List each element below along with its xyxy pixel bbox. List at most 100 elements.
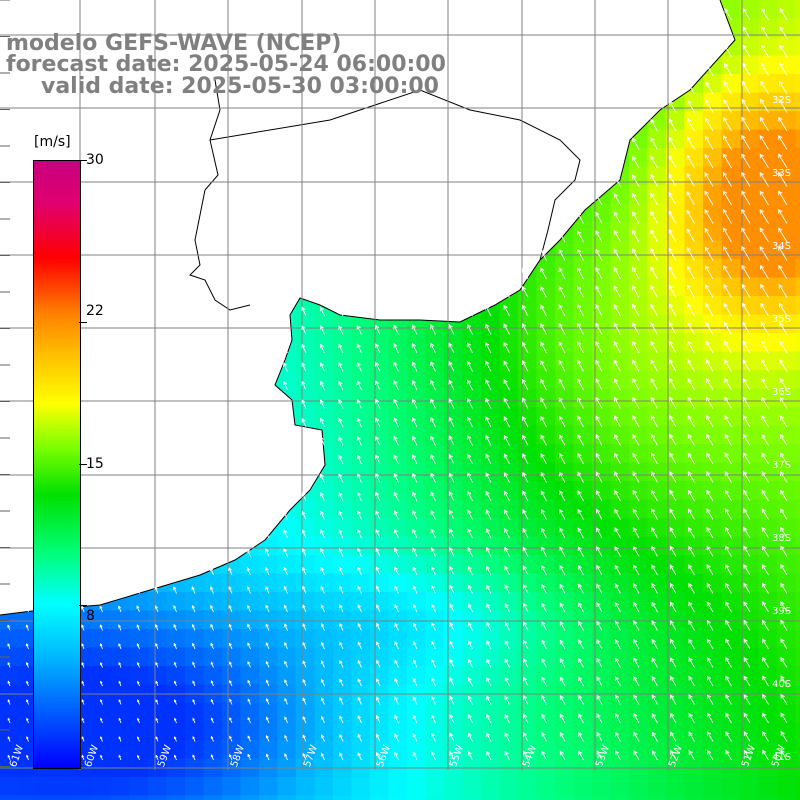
- wind-arrow: [173, 754, 177, 761]
- wind-arrow: [778, 98, 788, 113]
- wave-cell: [407, 518, 427, 538]
- wave-cell: [351, 647, 371, 667]
- wave-cell: [314, 592, 334, 612]
- wind-arrow: [302, 566, 307, 576]
- wave-cell: [610, 425, 630, 445]
- wave-cell: [740, 703, 760, 723]
- wave-cell: [684, 518, 704, 538]
- wind-arrow: [595, 303, 603, 317]
- wind-arrow: [503, 453, 510, 465]
- wind-arrow: [320, 604, 325, 613]
- wave-cell: [259, 740, 279, 760]
- wave-cell: [222, 647, 242, 667]
- wave-cell: [647, 740, 667, 760]
- wave-cell: [758, 277, 778, 297]
- wave-cell: [407, 425, 427, 445]
- wind-arrow: [632, 155, 640, 169]
- wave-cell: [222, 740, 242, 760]
- wave-cell: [333, 629, 353, 649]
- wave-cell: [499, 444, 519, 464]
- wave-cell: [185, 795, 205, 800]
- wave-cell: [777, 166, 797, 186]
- wave-cell: [222, 721, 242, 741]
- wave-cell: [185, 777, 205, 797]
- wave-cell: [370, 518, 390, 538]
- wave-cell: [481, 666, 501, 686]
- wind-arrow: [319, 343, 325, 354]
- wind-arrow: [705, 99, 714, 113]
- wave-cell: [425, 666, 445, 686]
- wave-cell: [333, 573, 353, 593]
- wind-arrow: [357, 585, 362, 594]
- wind-arrow: [265, 604, 270, 613]
- wind-arrow: [192, 642, 196, 650]
- wave-cell: [740, 259, 760, 279]
- wave-cell: [740, 610, 760, 630]
- wind-arrow: [595, 322, 603, 335]
- wind-arrow: [118, 736, 122, 742]
- wave-cell: [777, 721, 797, 741]
- wind-arrow: [448, 379, 455, 391]
- wind-arrow: [521, 304, 529, 317]
- wave-cell: [684, 573, 704, 593]
- wind-arrow: [577, 508, 584, 520]
- wind-arrow: [558, 248, 566, 261]
- wind-arrow: [540, 434, 547, 446]
- wave-cell: [166, 721, 186, 741]
- wind-arrow: [430, 528, 436, 539]
- wind-arrow: [705, 265, 714, 280]
- wind-arrow: [376, 622, 381, 631]
- wind-arrow: [595, 415, 603, 428]
- wave-cell: [240, 666, 260, 686]
- wave-cell: [296, 777, 316, 797]
- wave-cell: [425, 629, 445, 649]
- wave-cell: [573, 740, 593, 760]
- wind-arrow: [394, 566, 399, 576]
- wind-arrow: [412, 622, 418, 631]
- wind-arrow: [742, 359, 751, 372]
- wave-cell: [555, 333, 575, 353]
- wave-cell: [740, 185, 760, 205]
- wind-arrow: [633, 545, 640, 557]
- wind-arrow: [541, 621, 547, 631]
- wave-cell: [721, 777, 741, 797]
- border-line: [189, 79, 581, 311]
- wave-cell: [795, 18, 800, 38]
- wave-cell: [703, 518, 723, 538]
- wave-cell: [444, 518, 464, 538]
- wind-arrow: [81, 680, 85, 687]
- wind-arrow: [375, 733, 381, 742]
- wave-cell: [518, 592, 538, 612]
- wind-arrow: [725, 619, 732, 631]
- wind-arrow: [762, 619, 769, 631]
- wind-arrow: [668, 284, 677, 298]
- wave-cell: [740, 721, 760, 741]
- wave-cell: [758, 573, 778, 593]
- wave-cell: [277, 370, 297, 390]
- wind-arrow: [613, 229, 621, 243]
- wind-arrow: [651, 564, 658, 576]
- wind-arrow: [99, 643, 103, 650]
- wind-arrow: [540, 471, 547, 483]
- wave-cell: [721, 499, 741, 519]
- wind-arrow: [743, 638, 751, 650]
- wave-cell: [758, 129, 778, 149]
- wave-cell: [758, 777, 778, 797]
- wave-cell: [351, 555, 371, 575]
- wave-cell: [351, 462, 371, 482]
- wind-arrow: [338, 324, 344, 335]
- wind-arrow: [155, 699, 159, 705]
- wave-cell: [666, 277, 686, 297]
- wave-cell: [425, 462, 445, 482]
- wind-arrow: [393, 547, 399, 557]
- wind-arrow: [246, 585, 251, 594]
- wind-arrow: [319, 436, 325, 446]
- wave-cell: [351, 795, 371, 800]
- wind-arrow: [118, 680, 122, 687]
- wind-arrow: [467, 603, 473, 613]
- wave-cell: [444, 666, 464, 686]
- wave-cell: [647, 222, 667, 242]
- wave-cell: [555, 610, 575, 630]
- wave-cell: [518, 425, 538, 445]
- wave-cell: [703, 314, 723, 334]
